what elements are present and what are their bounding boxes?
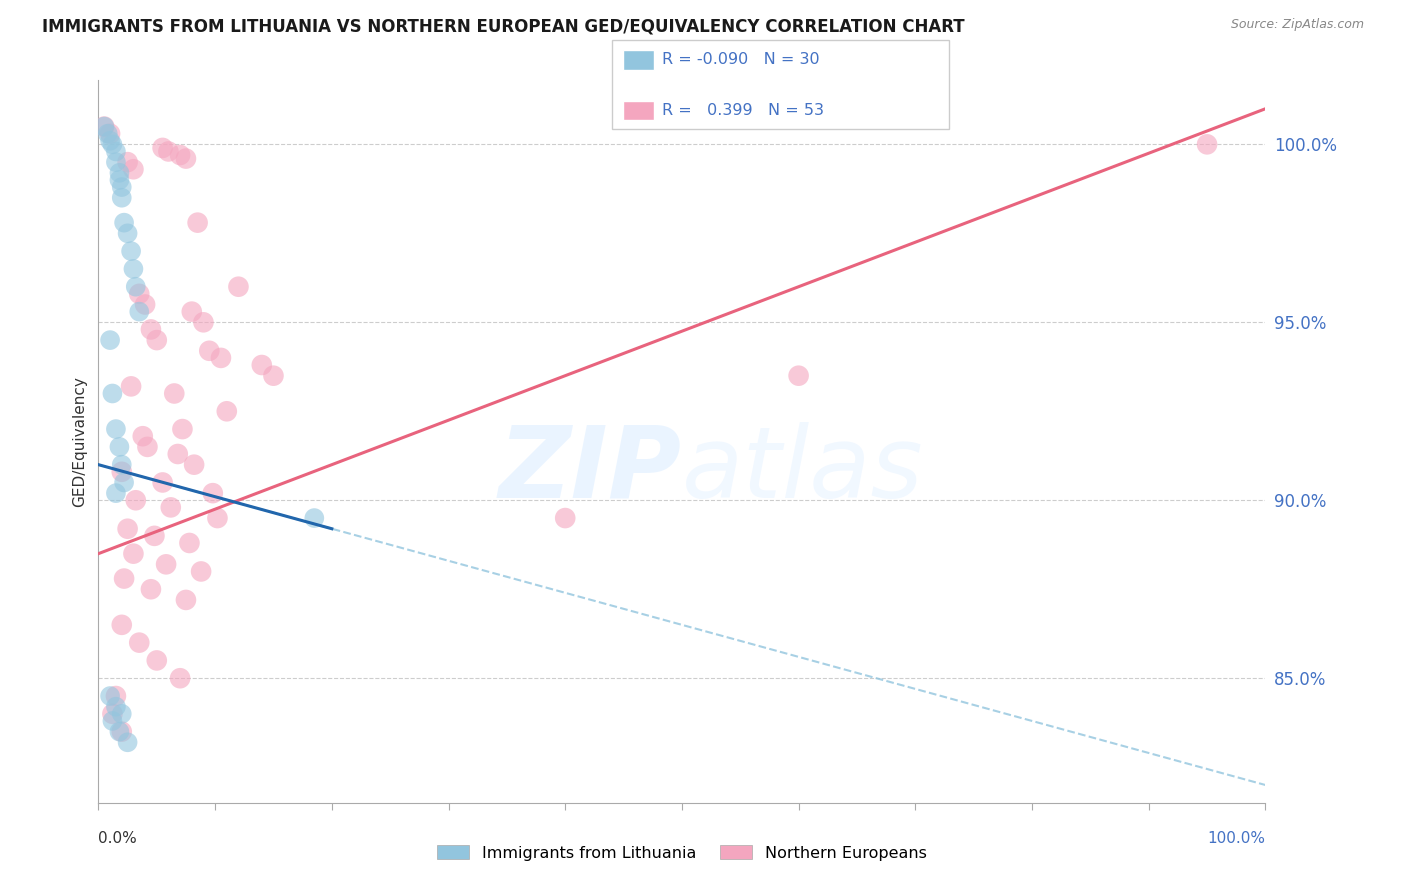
Point	[117, 227, 139, 241]
Point	[180, 304, 202, 318]
Point	[187, 216, 209, 230]
Point	[117, 522, 139, 536]
Point	[111, 458, 134, 472]
Point	[136, 440, 159, 454]
Point	[174, 152, 197, 166]
Point	[172, 422, 194, 436]
Point	[179, 536, 201, 550]
Point	[250, 358, 273, 372]
Point	[209, 351, 232, 365]
Text: 100.0%: 100.0%	[1208, 831, 1265, 847]
Point	[108, 724, 131, 739]
Point	[128, 286, 150, 301]
Point	[108, 440, 131, 454]
Text: IMMIGRANTS FROM LITHUANIA VS NORTHERN EUROPEAN GED/EQUIVALENCY CORRELATION CHART: IMMIGRANTS FROM LITHUANIA VS NORTHERN EU…	[42, 18, 965, 36]
Point	[122, 162, 145, 177]
Point	[97, 127, 120, 141]
Text: atlas: atlas	[682, 422, 924, 519]
Point	[104, 486, 127, 500]
Point	[166, 447, 188, 461]
Point	[117, 155, 139, 169]
Text: Source: ZipAtlas.com: Source: ZipAtlas.com	[1230, 18, 1364, 31]
Point	[134, 297, 156, 311]
Legend: Immigrants from Lithuania, Northern Europeans: Immigrants from Lithuania, Northern Euro…	[430, 838, 934, 867]
Point	[262, 368, 284, 383]
Point	[554, 511, 576, 525]
Point	[128, 304, 150, 318]
Point	[111, 617, 134, 632]
Point	[101, 386, 124, 401]
Point	[104, 155, 127, 169]
Point	[304, 511, 326, 525]
Point	[152, 475, 174, 490]
Point	[155, 558, 177, 572]
Point	[111, 180, 134, 194]
Point	[125, 279, 148, 293]
Point	[143, 529, 166, 543]
Text: R = -0.090   N = 30: R = -0.090 N = 30	[662, 53, 820, 67]
Point	[112, 475, 135, 490]
Point	[101, 137, 124, 152]
Point	[111, 191, 134, 205]
Point	[163, 386, 186, 401]
Point	[152, 141, 174, 155]
Point	[120, 379, 142, 393]
Point	[101, 706, 124, 721]
Point	[198, 343, 221, 358]
Point	[122, 261, 145, 276]
Point	[98, 127, 121, 141]
Point	[159, 500, 181, 515]
Point	[104, 422, 127, 436]
Point	[128, 635, 150, 649]
Point	[183, 458, 205, 472]
Point	[169, 671, 191, 685]
Y-axis label: GED/Equivalency: GED/Equivalency	[72, 376, 87, 507]
Point	[193, 315, 215, 329]
Point	[228, 279, 250, 293]
Point	[111, 465, 134, 479]
Point	[112, 572, 135, 586]
Point	[207, 511, 229, 525]
Point	[146, 333, 169, 347]
Point	[98, 333, 121, 347]
Point	[104, 699, 127, 714]
Point	[139, 322, 162, 336]
Point	[117, 735, 139, 749]
Point	[139, 582, 162, 597]
Point	[174, 593, 197, 607]
Point	[215, 404, 238, 418]
Point	[112, 216, 135, 230]
Point	[169, 148, 191, 162]
Point	[787, 368, 810, 383]
Point	[108, 166, 131, 180]
Point	[93, 120, 115, 134]
Point	[111, 706, 134, 721]
Point	[132, 429, 155, 443]
Point	[104, 145, 127, 159]
Point	[93, 120, 115, 134]
Point	[108, 173, 131, 187]
Text: 0.0%: 0.0%	[98, 831, 138, 847]
Point	[120, 244, 142, 259]
Point	[98, 689, 121, 703]
Point	[125, 493, 148, 508]
Point	[201, 486, 224, 500]
Point	[157, 145, 180, 159]
Text: R =   0.399   N = 53: R = 0.399 N = 53	[662, 103, 824, 118]
Point	[146, 653, 169, 667]
Point	[1197, 137, 1219, 152]
Point	[101, 714, 124, 728]
Point	[122, 547, 145, 561]
Point	[111, 724, 134, 739]
Point	[98, 134, 121, 148]
Point	[190, 565, 212, 579]
Point	[104, 689, 127, 703]
Text: ZIP: ZIP	[499, 422, 682, 519]
